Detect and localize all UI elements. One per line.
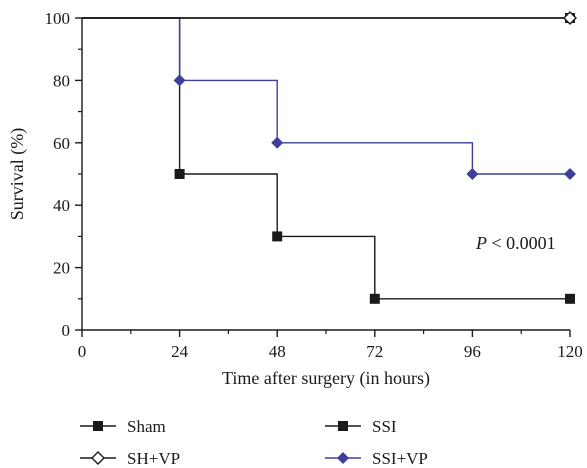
series-line-ssi bbox=[82, 17, 570, 300]
legend-item-sham: Sham bbox=[80, 417, 166, 436]
x-tick-label: 0 bbox=[78, 342, 87, 361]
legend-item-ssi-vp: SSI+VP bbox=[325, 449, 428, 468]
y-axis-title: Survival (%) bbox=[7, 128, 28, 220]
legend-label-sh-vp: SH+VP bbox=[127, 449, 180, 468]
data-point-ssi bbox=[565, 293, 575, 304]
legend-marker-sh-vp bbox=[91, 451, 105, 465]
p-value-annotation: P < 0.0001 bbox=[475, 233, 556, 253]
y-tick-label: 80 bbox=[53, 71, 70, 90]
legend: Sham SSI SH+VP SSI+VP bbox=[80, 417, 428, 468]
series-ssi bbox=[82, 17, 575, 304]
legend-item-sh-vp: SH+VP bbox=[80, 449, 180, 468]
series-line-ssi-vp bbox=[82, 17, 570, 175]
data-point-ssi bbox=[369, 293, 380, 304]
legend-marker-ssi-vp bbox=[337, 452, 349, 464]
series-layer bbox=[82, 11, 577, 304]
x-tick-label: 48 bbox=[269, 342, 286, 361]
x-axis-title: Time after surgery (in hours) bbox=[222, 368, 430, 389]
x-tick-label: 96 bbox=[464, 342, 481, 361]
x-tick-label: 24 bbox=[171, 342, 189, 361]
y-tick-label: 20 bbox=[53, 259, 70, 278]
data-point-ssi bbox=[174, 169, 185, 179]
legend-label-ssi: SSI bbox=[372, 417, 397, 436]
x-tick-label: 72 bbox=[366, 342, 383, 361]
ticks: 0 20 40 60 80 100 0 24 48 72 96 120 bbox=[45, 9, 583, 361]
legend-item-ssi: SSI bbox=[325, 417, 397, 436]
data-point-ssi bbox=[272, 231, 283, 242]
legend-label-ssi-vp: SSI+VP bbox=[372, 449, 428, 468]
y-tick-label: 40 bbox=[53, 196, 70, 215]
legend-label-sham: Sham bbox=[127, 417, 166, 436]
data-point-ssi-vp bbox=[271, 136, 284, 149]
data-point-ssi-vp bbox=[466, 168, 479, 180]
p-value-text: < 0.0001 bbox=[487, 233, 556, 253]
y-tick-label: 100 bbox=[45, 9, 71, 28]
legend-marker-ssi bbox=[338, 421, 348, 431]
legend-marker-sham bbox=[93, 421, 103, 431]
x-tick-label: 120 bbox=[557, 342, 583, 361]
p-value-prefix: P bbox=[475, 233, 487, 253]
series-ssi-vp bbox=[82, 17, 576, 180]
data-point-sh-vp bbox=[563, 11, 577, 25]
data-point-ssi-vp bbox=[564, 168, 576, 180]
data-point-ssi-vp bbox=[173, 74, 186, 87]
y-tick-label: 0 bbox=[62, 321, 71, 340]
series-sh-vp bbox=[82, 11, 577, 25]
y-tick-label: 60 bbox=[53, 134, 70, 153]
